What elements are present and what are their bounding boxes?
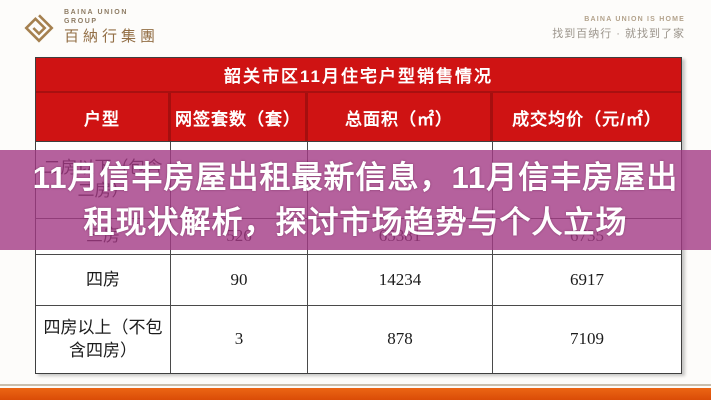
brand-name-cn: 百納行集團 <box>64 28 160 45</box>
brand-name: BAINA UNION GROUP 百納行集團 <box>64 9 159 46</box>
column-header-area: 总面积（㎡） <box>308 93 493 141</box>
footer-orange-bar <box>0 388 711 400</box>
footer-divider-line <box>0 384 711 386</box>
table-row: 四房以上（不包含四房） 3 878 7109 <box>36 306 681 373</box>
brand-name-en-line1: BAINA UNION <box>64 9 129 16</box>
headline-line-2: 租现状解析，探讨市场趋势与个人立场 <box>83 205 628 240</box>
cell-area: 878 <box>308 306 493 373</box>
cell-price: 6917 <box>493 255 681 306</box>
cell-units: 90 <box>171 255 308 306</box>
headline-overlay: 11月信丰房屋出租最新信息，11月信丰房屋出 租现状解析，探讨市场趋势与个人立场 <box>0 150 711 250</box>
brand-tagline-en: BAINA UNION IS HOME <box>584 16 685 23</box>
column-header-price: 成交均价（元/㎡） <box>512 109 662 129</box>
headline-line-1: 11月信丰房屋出租最新信息，11月信丰房屋出 <box>32 160 679 195</box>
cell-units: 3 <box>171 306 308 373</box>
baina-diamond-spiral-icon <box>24 13 54 43</box>
brand-tagline: BAINA UNION IS HOME 找到百纳行 · 就找到了家 <box>552 16 685 41</box>
column-header-units: 网签套数（套） <box>171 93 308 141</box>
cell-type: 四房以上（不包含四房） <box>36 306 171 373</box>
brand-name-en-line2: GROUP <box>64 17 98 25</box>
table-header-row: 户型 网签套数（套） 总面积（㎡） 成交均价（元/㎡） <box>36 93 681 142</box>
cell-area: 14234 <box>308 255 493 306</box>
cell-price: 7109 <box>570 329 604 349</box>
cell-type: 四房 <box>36 255 171 306</box>
brand-logo: BAINA UNION GROUP 百納行集團 <box>22 9 159 46</box>
table-title: 韶关市区11月住宅户型销售情况 <box>36 58 681 93</box>
table-row: 四房 90 14234 6917 <box>36 255 681 306</box>
column-header-type: 户型 <box>36 93 171 141</box>
brand-tagline-cn: 找到百纳行 · 就找到了家 <box>552 28 685 40</box>
